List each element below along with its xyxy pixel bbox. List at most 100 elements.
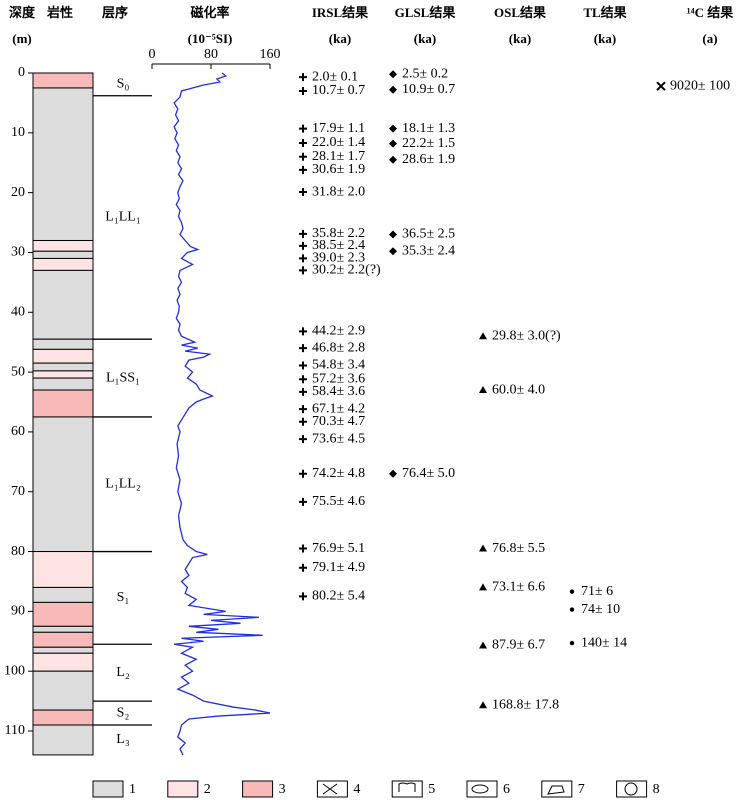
sample-marker — [299, 229, 307, 238]
sample-label: 76.4± 5.0 — [402, 466, 455, 481]
lithology-layer — [32, 625, 94, 633]
legend-swatch — [92, 780, 124, 798]
sample-label: 76.8± 5.5 — [492, 541, 545, 556]
lithology-layer — [32, 87, 94, 241]
sample-marker — [656, 81, 666, 91]
sample-label: 75.5± 4.6 — [312, 494, 365, 509]
sample-label: 10.9± 0.7 — [402, 82, 455, 97]
sample-marker — [389, 230, 397, 239]
sample-marker — [479, 544, 487, 552]
sample-label: 30.6± 1.9 — [312, 162, 365, 177]
legend-icon — [398, 782, 416, 792]
sample-label: 67.1± 4.2 — [312, 401, 365, 416]
column-unit: (ka) — [509, 31, 531, 46]
x-tick-label: 0 — [149, 47, 156, 62]
sample-marker — [389, 247, 397, 256]
sample-label: 71± 6 — [581, 584, 613, 599]
column-title: 岩性 — [46, 5, 73, 20]
lithology-layer — [32, 646, 94, 654]
sample-label: 22.0± 1.4 — [312, 135, 365, 150]
sample-label: 17.9± 1.1 — [312, 121, 365, 136]
legend-swatch — [466, 780, 498, 798]
sample-marker — [479, 583, 487, 591]
sample-marker — [299, 435, 307, 444]
sample-marker — [569, 607, 575, 612]
sample-marker — [479, 332, 487, 340]
sample-label: 76.9± 5.1 — [312, 541, 365, 556]
legend-icons — [322, 782, 638, 796]
lithology-layer — [32, 250, 94, 259]
sample-label: 80.2± 5.4 — [312, 589, 365, 604]
legend-icon — [547, 785, 565, 795]
lithology-layer — [32, 377, 94, 391]
lithology-layer — [32, 257, 94, 271]
sample-label: 140± 14 — [581, 635, 627, 650]
sample-label: 36.5± 2.5 — [402, 227, 455, 242]
column-title: 深度 — [9, 5, 36, 20]
sample-label: 22.2± 1.5 — [402, 136, 455, 151]
lithology-layer — [32, 370, 94, 379]
y-tick-label: 10 — [11, 125, 25, 140]
legend-label: 6 — [503, 782, 510, 797]
sample-label: 73.6± 4.5 — [312, 431, 365, 446]
lithology-layer — [32, 416, 94, 553]
legend-swatch — [316, 780, 348, 798]
lithology-layer — [32, 338, 94, 350]
sample-marker — [299, 188, 307, 197]
column-title: 磁化率 — [190, 5, 229, 20]
column-title: ¹⁴C 结果 — [687, 5, 733, 20]
lithology-layer — [32, 72, 94, 89]
sample-label: 87.9± 6.7 — [492, 638, 545, 653]
y-tick-label: 110 — [5, 723, 25, 738]
sample-marker — [299, 375, 307, 384]
sample-marker — [299, 361, 307, 370]
lithology-layer — [32, 389, 94, 418]
sample-marker — [479, 641, 487, 649]
sample-marker — [299, 405, 307, 414]
sample-marker — [299, 254, 307, 263]
sample-marker — [569, 640, 575, 646]
sample-marker — [479, 701, 487, 709]
column-title: TL结果 — [583, 5, 626, 20]
column-unit: (ka) — [329, 31, 351, 46]
sample-marker — [389, 70, 397, 79]
sample-marker — [299, 469, 307, 478]
sample-marker — [299, 387, 307, 396]
sample-label: 44.2± 2.9 — [312, 324, 365, 339]
sample-label: 28.6± 1.9 — [402, 152, 455, 167]
sample-marker — [299, 266, 307, 275]
legend-label: 4 — [353, 782, 360, 797]
legend-label: 1 — [129, 782, 136, 797]
column-unit: (ka) — [594, 31, 616, 46]
legend-swatch — [616, 780, 648, 798]
sample-label: 60.0± 4.0 — [492, 382, 545, 397]
sample-marker — [299, 592, 307, 601]
y-tick-label: 100 — [4, 663, 25, 678]
sample-label: 2.0± 0.1 — [312, 69, 358, 84]
y-tick-label: 90 — [11, 604, 25, 619]
sample-marker — [389, 469, 397, 478]
sample-label: 2.5± 0.2 — [402, 66, 448, 81]
column-title: IRSL结果 — [312, 5, 368, 20]
unit-label: S₀ — [117, 77, 130, 92]
lithology-layer — [32, 724, 94, 756]
sample-label: 54.8± 3.4 — [312, 358, 365, 373]
sample-label: 168.8± 17.8 — [492, 697, 559, 712]
x-tick-label: 160 — [260, 47, 281, 62]
susceptibility-curve — [173, 72, 271, 756]
sample-label: 31.8± 2.0 — [312, 184, 365, 199]
lithology-layer — [32, 586, 94, 603]
sample-marker — [389, 124, 397, 133]
sample-marker — [389, 139, 397, 148]
sample-label: 58.4± 3.6 — [312, 384, 365, 399]
sample-marker — [569, 589, 575, 594]
legend-label: 7 — [578, 782, 585, 797]
legend-swatch — [391, 780, 423, 798]
unit-label: S₂ — [117, 705, 130, 720]
sample-label: 35.3± 2.4 — [402, 243, 455, 258]
legend-label: 5 — [428, 782, 435, 797]
sample-label: 57.2± 3.6 — [312, 371, 365, 386]
lithology-layer — [32, 551, 94, 588]
column-unit: (m) — [12, 31, 32, 46]
